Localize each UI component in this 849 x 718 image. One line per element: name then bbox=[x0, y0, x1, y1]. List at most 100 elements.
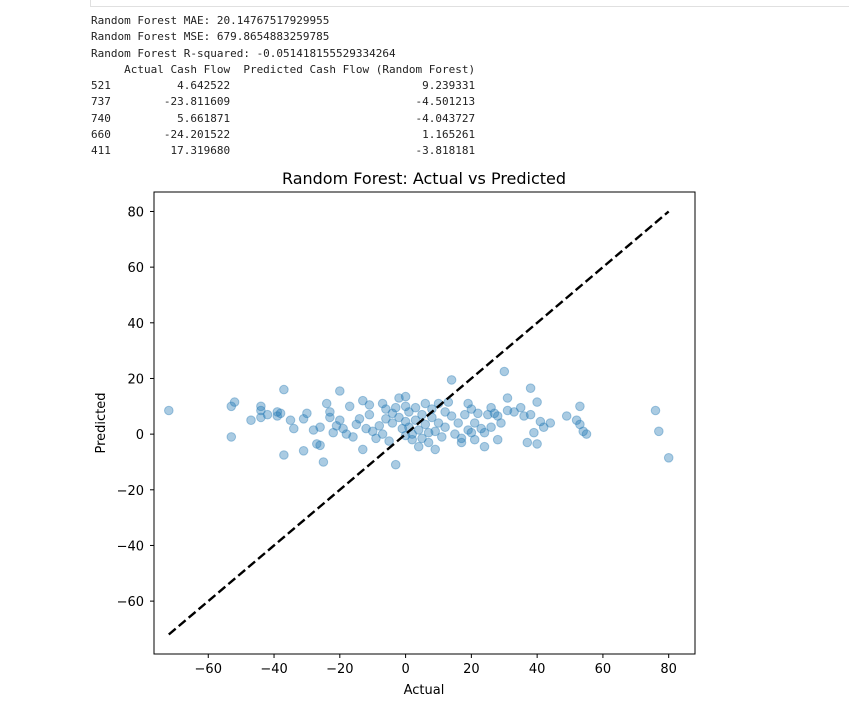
data-point bbox=[358, 395, 368, 406]
data-point bbox=[502, 393, 513, 403]
data-point bbox=[440, 407, 450, 417]
data-point bbox=[519, 411, 529, 421]
x-tick-label: 0 bbox=[401, 662, 409, 677]
data-point bbox=[417, 433, 427, 444]
data-point bbox=[404, 407, 414, 417]
data-point bbox=[298, 413, 309, 424]
data-point bbox=[256, 401, 266, 412]
y-tick-label: 80 bbox=[127, 205, 144, 220]
data-point bbox=[420, 398, 431, 409]
data-point bbox=[298, 446, 309, 456]
x-tick-label: −60 bbox=[195, 662, 222, 677]
data-point bbox=[338, 423, 348, 434]
data-point bbox=[486, 402, 496, 413]
data-point bbox=[650, 405, 661, 416]
data-point bbox=[400, 391, 411, 402]
data-point bbox=[164, 405, 174, 416]
y-tick-label: 60 bbox=[127, 261, 144, 276]
data-point bbox=[489, 408, 500, 419]
data-point bbox=[358, 444, 368, 455]
data-point bbox=[229, 397, 240, 407]
data-point bbox=[420, 419, 431, 430]
x-axis-label: Actual bbox=[404, 683, 445, 698]
data-point bbox=[285, 415, 296, 426]
output-line: Random Forest MSE: 679.8654883259785 bbox=[91, 30, 330, 44]
x-tick-label: 80 bbox=[660, 662, 677, 677]
data-point bbox=[361, 423, 371, 434]
data-point bbox=[348, 432, 358, 442]
data-point bbox=[400, 416, 411, 427]
data-point bbox=[466, 427, 477, 438]
data-point bbox=[463, 398, 473, 409]
y-tick-label: 20 bbox=[127, 372, 144, 387]
x-tick-label: 20 bbox=[463, 662, 480, 677]
data-point bbox=[575, 419, 585, 430]
points-layer bbox=[164, 366, 674, 470]
cell-output-text: Random Forest MAE: 20.14767517929955 Ran… bbox=[91, 13, 475, 160]
data-point bbox=[525, 383, 536, 393]
table-row: 660 -24.201522 1.165261 bbox=[91, 128, 476, 142]
data-point bbox=[430, 444, 441, 455]
output-line: Random Forest R-squared: -0.051418155529… bbox=[91, 46, 396, 60]
y-tick-label: −40 bbox=[117, 539, 144, 554]
cell-border bbox=[90, 0, 849, 7]
data-point bbox=[315, 440, 325, 451]
data-point bbox=[410, 415, 421, 426]
reference-line-layer bbox=[168, 210, 670, 636]
data-point bbox=[335, 386, 345, 396]
data-point bbox=[325, 407, 335, 417]
data-point bbox=[532, 439, 542, 449]
y-axis-label: Predicted bbox=[94, 392, 109, 453]
data-point bbox=[515, 402, 526, 413]
data-point bbox=[440, 422, 450, 433]
data-point bbox=[479, 441, 490, 452]
data-point bbox=[450, 429, 460, 439]
data-point bbox=[483, 409, 493, 420]
data-point bbox=[308, 425, 319, 435]
data-point bbox=[279, 384, 289, 395]
data-point bbox=[226, 401, 237, 412]
data-point bbox=[502, 405, 513, 416]
data-point bbox=[663, 453, 674, 463]
table-header: Actual Cash Flow Predicted Cash Flow (Ra… bbox=[91, 62, 476, 76]
data-point bbox=[463, 425, 473, 435]
data-point bbox=[374, 421, 385, 431]
data-point bbox=[246, 415, 256, 426]
data-point bbox=[387, 418, 398, 428]
data-point bbox=[262, 409, 273, 420]
data-point bbox=[256, 412, 266, 423]
data-point bbox=[538, 422, 549, 433]
data-point bbox=[413, 425, 424, 435]
data-point bbox=[400, 401, 411, 412]
data-point bbox=[456, 433, 467, 444]
data-point bbox=[390, 459, 401, 470]
data-point bbox=[446, 375, 457, 385]
data-point bbox=[486, 422, 496, 433]
data-point bbox=[469, 434, 480, 445]
y-tick-label: −20 bbox=[117, 484, 144, 499]
data-point bbox=[492, 434, 503, 445]
data-point bbox=[325, 412, 335, 423]
data-point bbox=[433, 418, 444, 428]
data-point bbox=[315, 422, 325, 433]
data-point bbox=[226, 432, 237, 442]
data-point bbox=[437, 432, 447, 442]
x-tick-label: 60 bbox=[595, 662, 612, 677]
data-point bbox=[571, 415, 582, 426]
data-point bbox=[466, 404, 477, 414]
data-point bbox=[407, 434, 418, 445]
data-point bbox=[289, 423, 299, 434]
data-point bbox=[525, 409, 536, 420]
data-point bbox=[367, 426, 378, 437]
data-point bbox=[479, 427, 490, 438]
table-row: 740 5.661871 -4.043727 bbox=[91, 111, 476, 125]
data-point bbox=[545, 418, 556, 428]
data-point bbox=[335, 415, 345, 426]
data-point bbox=[522, 437, 533, 448]
data-point bbox=[535, 416, 546, 427]
data-point bbox=[469, 418, 480, 428]
data-point bbox=[387, 408, 398, 419]
x-tick-label: −20 bbox=[326, 662, 353, 677]
data-point bbox=[499, 366, 510, 377]
ideal-fit-line bbox=[168, 210, 670, 636]
